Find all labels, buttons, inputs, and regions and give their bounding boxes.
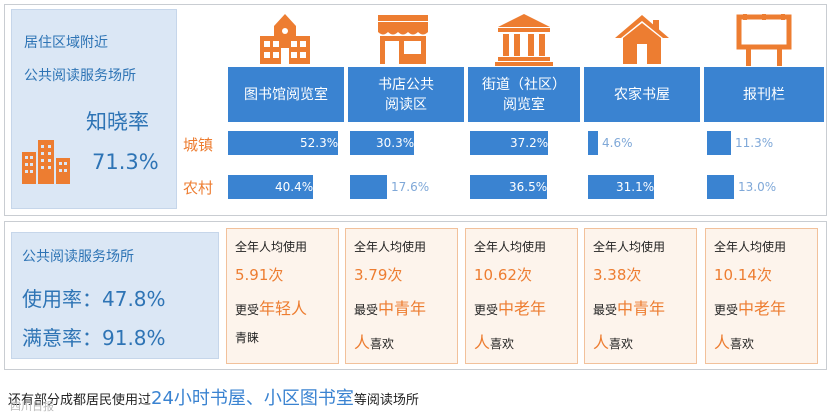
bar-urban-1 xyxy=(350,131,414,155)
footnote: 还有部分成都居民使用过24小时书屋、小区图书室等阅读场所 xyxy=(8,384,419,410)
awareness-label: 知晓率 xyxy=(86,110,149,134)
card-usage-value: 3.79次 xyxy=(354,266,403,284)
bar-rural-2 xyxy=(470,175,547,199)
card-audience-prefix: 最受 xyxy=(354,303,379,317)
bar-rural-1 xyxy=(350,175,387,199)
card-audience-prefix: 更受 xyxy=(714,303,739,317)
usage-card-farmhouse: 全年人均使用 3.38次 最受中青年 人喜欢 xyxy=(584,228,697,364)
card-audience-group: 中老年 xyxy=(498,299,547,318)
header-bookstore-line1: 书店公共 xyxy=(378,76,434,93)
footnote-prefix: 还有部分成都居民使用过 xyxy=(8,393,152,408)
card-audience-prefix: 更受 xyxy=(474,303,499,317)
bar-label-urban-4: 11.3% xyxy=(735,136,774,150)
usage-summary-title: 公共阅读服务场所 xyxy=(22,249,134,265)
card-usage-value: 10.62次 xyxy=(474,266,532,284)
card-audience-suffix-rest: 喜欢 xyxy=(730,337,755,351)
card-audience-group: 中青年 xyxy=(378,299,427,318)
city-buildings-icon xyxy=(22,140,70,184)
card-audience-suffix-line: 人喜欢 xyxy=(354,329,394,353)
usage-card-community: 全年人均使用 10.62次 更受中老年 人喜欢 xyxy=(465,228,578,364)
bookstore-icon xyxy=(378,15,428,64)
header-bookstore-line2: 阅读区 xyxy=(385,96,427,113)
header-newsstand: 报刊栏 xyxy=(704,67,824,122)
header-farmhouse: 农家书屋 xyxy=(584,67,700,122)
row-label-rural: 农村 xyxy=(183,179,214,197)
header-community-line1: 街道（社区） xyxy=(482,76,566,93)
header-community-line2: 阅览室 xyxy=(503,96,545,113)
card-caption: 全年人均使用 xyxy=(474,240,547,254)
bar-urban-0 xyxy=(228,131,338,155)
bar-label-rural-4: 13.0% xyxy=(738,180,777,194)
summary-line-1: 居住区域附近 xyxy=(24,35,108,51)
card-audience-suffix: 青睐 xyxy=(235,331,260,345)
card-audience-prefix: 最受 xyxy=(593,303,618,317)
awareness-summary-box: 居住区域附近 公共阅读服务场所 知晓率 71.3% xyxy=(11,9,177,209)
card-audience-suffix-line: 人喜欢 xyxy=(593,329,633,353)
card-audience-suffix-rest: 喜欢 xyxy=(490,337,515,351)
awareness-value: 71.3% xyxy=(92,150,159,174)
card-audience-suffix-rest: 喜欢 xyxy=(370,337,395,351)
header-library-line1: 图书馆阅览室 xyxy=(244,86,328,103)
card-audience-suffix-first: 人 xyxy=(474,333,491,352)
bar-label-rural-1: 17.6% xyxy=(391,180,430,194)
card-audience-group: 中老年 xyxy=(738,299,787,318)
watermark: 四川日报 xyxy=(10,400,54,413)
usage-card-newsstand: 全年人均使用 10.14次 更受中老年 人喜欢 xyxy=(705,228,818,364)
card-audience-group: 年轻人 xyxy=(259,299,308,318)
card-audience: 最受中青年 xyxy=(354,295,426,319)
bar-label-rural-2: 36.5% xyxy=(509,180,548,194)
card-caption: 全年人均使用 xyxy=(593,240,666,254)
card-audience-suffix-first: 人 xyxy=(714,333,731,352)
library-building-icon xyxy=(260,14,310,64)
bar-label-urban-3: 4.6% xyxy=(602,136,633,150)
footnote-suffix: 等阅读场所 xyxy=(353,393,419,408)
header-library: 图书馆阅览室 xyxy=(228,67,344,122)
bar-rural-4 xyxy=(707,175,734,199)
usage-card-bookstore: 全年人均使用 3.79次 最受中青年 人喜欢 xyxy=(345,228,458,364)
header-community: 街道（社区） 阅览室 xyxy=(468,67,580,122)
card-audience-suffix-line: 人喜欢 xyxy=(714,329,754,353)
bar-label-urban-1: 30.3% xyxy=(376,136,415,150)
satisfaction-rate: 满意率：91.8% xyxy=(22,326,166,350)
card-caption: 全年人均使用 xyxy=(714,240,787,254)
community-hall-icon xyxy=(495,14,553,66)
header-newsstand-line1: 报刊栏 xyxy=(743,86,785,103)
footnote-highlight: 24小时书屋、小区图书室 xyxy=(151,388,354,409)
card-audience: 更受中老年 xyxy=(714,295,786,319)
card-audience-suffix-rest: 喜欢 xyxy=(609,337,634,351)
card-audience-suffix-first: 人 xyxy=(593,333,610,352)
card-audience-group: 中青年 xyxy=(617,299,666,318)
usage-card-library: 全年人均使用 5.91次 更受年轻人 青睐 xyxy=(226,228,339,364)
card-usage-value: 3.38次 xyxy=(593,266,642,284)
bar-urban-3 xyxy=(588,131,598,155)
card-usage-value: 5.91次 xyxy=(235,266,284,284)
card-audience-suffix-line: 人喜欢 xyxy=(474,329,514,353)
bar-label-urban-2: 37.2% xyxy=(510,136,549,150)
card-caption: 全年人均使用 xyxy=(235,240,308,254)
card-audience: 更受中老年 xyxy=(474,295,546,319)
header-farmhouse-line1: 农家书屋 xyxy=(614,86,670,103)
card-caption: 全年人均使用 xyxy=(354,240,427,254)
header-bookstore: 书店公共 阅读区 xyxy=(348,67,464,122)
row-label-urban: 城镇 xyxy=(183,136,214,154)
usage-summary-box: 公共阅读服务场所 使用率：47.8% 满意率：91.8% xyxy=(11,232,219,359)
farmhouse-icon xyxy=(615,15,669,64)
bar-label-urban-0: 52.3% xyxy=(300,136,339,150)
bar-rural-0 xyxy=(228,175,313,199)
bar-urban-2 xyxy=(470,131,548,155)
bar-rural-3 xyxy=(588,175,654,199)
card-audience-suffix-first: 人 xyxy=(354,333,371,352)
bar-urban-4 xyxy=(707,131,731,155)
summary-line-2: 公共阅读服务场所 xyxy=(24,68,136,84)
card-usage-value: 10.14次 xyxy=(714,266,772,284)
billboard-icon xyxy=(736,14,792,66)
usage-rate: 使用率：47.8% xyxy=(22,287,166,311)
card-audience: 最受中青年 xyxy=(593,295,665,319)
bar-label-rural-3: 31.1% xyxy=(616,180,655,194)
card-audience-prefix: 更受 xyxy=(235,303,260,317)
card-audience: 更受年轻人 xyxy=(235,295,307,319)
bar-label-rural-0: 40.4% xyxy=(275,180,314,194)
